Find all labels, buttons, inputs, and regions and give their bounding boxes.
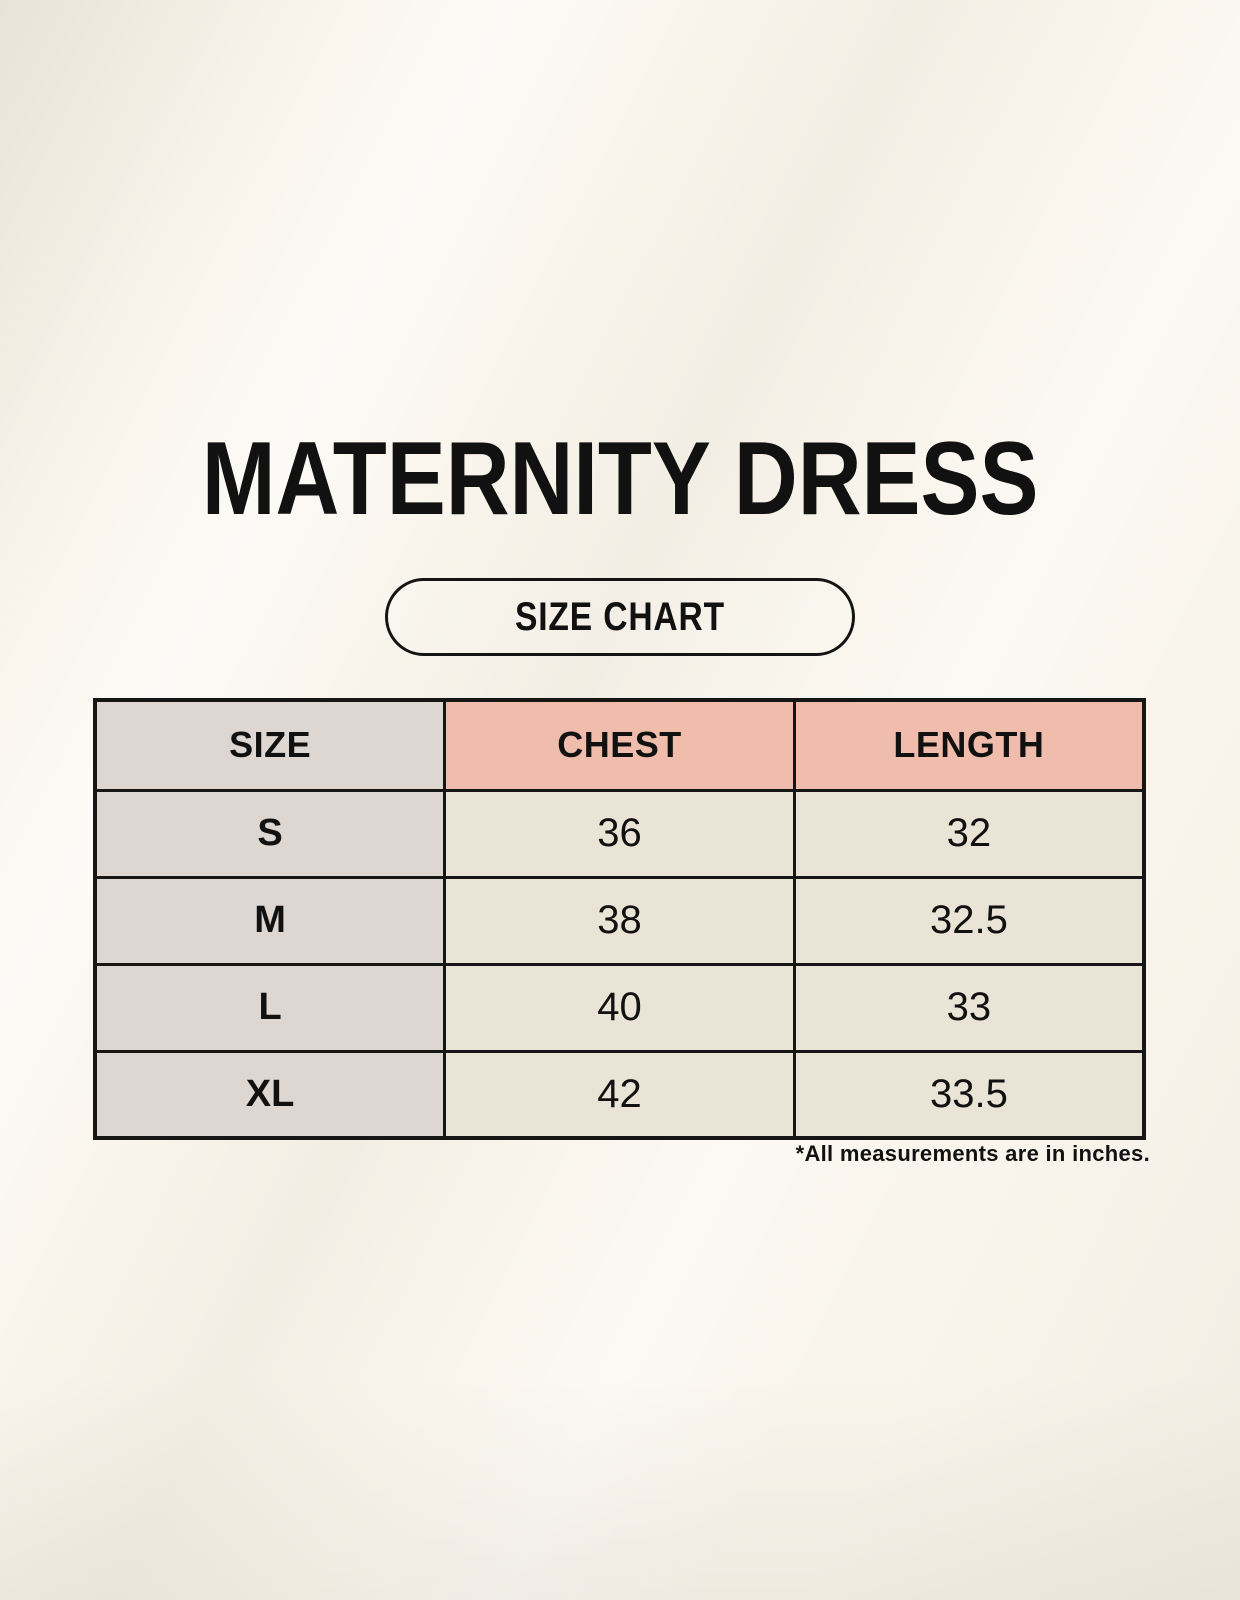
size-chart-badge: SIZE CHART xyxy=(385,578,855,656)
length-value: 33.5 xyxy=(929,1071,1008,1116)
length-value: 33 xyxy=(946,985,992,1029)
size-table: SIZE CHEST LENGTH S 36 32 xyxy=(93,698,1146,1140)
size-label: XL xyxy=(245,1072,295,1115)
header-cell-length: LENGTH xyxy=(792,698,1146,792)
size-cell: L xyxy=(93,962,447,1053)
header-label-chest: CHEST xyxy=(557,724,682,766)
table-header-row: SIZE CHEST LENGTH xyxy=(93,698,1146,792)
size-chart-badge-label: SIZE CHART xyxy=(515,594,725,639)
length-value: 32.5 xyxy=(929,898,1008,942)
length-value: 32 xyxy=(946,811,992,855)
table-row: XL 42 33.5 xyxy=(93,1049,1146,1140)
chest-value: 40 xyxy=(597,985,642,1029)
size-cell: S xyxy=(93,788,447,879)
size-cell: M xyxy=(93,875,447,966)
length-cell: 33 xyxy=(792,962,1146,1053)
page-title-wrap: MATERNITY DRESS xyxy=(0,427,1240,531)
length-cell: 32.5 xyxy=(792,875,1146,966)
length-cell: 32 xyxy=(792,788,1146,879)
table-row: L 40 33 xyxy=(93,962,1146,1053)
chest-cell: 40 xyxy=(443,962,796,1053)
header-label-length: LENGTH xyxy=(893,724,1045,766)
page-title: MATERNITY DRESS xyxy=(201,421,1039,537)
table-row: S 36 32 xyxy=(93,788,1146,879)
length-cell: 33.5 xyxy=(792,1049,1146,1140)
header-cell-size: SIZE xyxy=(93,698,447,792)
table-row: M 38 32.5 xyxy=(93,875,1146,966)
chest-cell: 36 xyxy=(443,788,796,879)
chest-cell: 42 xyxy=(443,1049,796,1140)
header-label-size: SIZE xyxy=(229,724,312,766)
size-label: L xyxy=(258,986,282,1028)
header-cell-chest: CHEST xyxy=(443,698,796,792)
chest-value: 42 xyxy=(597,1071,642,1116)
size-cell: XL xyxy=(93,1049,447,1140)
size-label: M xyxy=(254,899,286,941)
measurements-footnote: *All measurements are in inches. xyxy=(795,1141,1150,1166)
chest-value: 38 xyxy=(597,898,642,942)
chest-cell: 38 xyxy=(443,875,796,966)
size-label: S xyxy=(257,812,283,854)
chest-value: 36 xyxy=(597,811,642,855)
